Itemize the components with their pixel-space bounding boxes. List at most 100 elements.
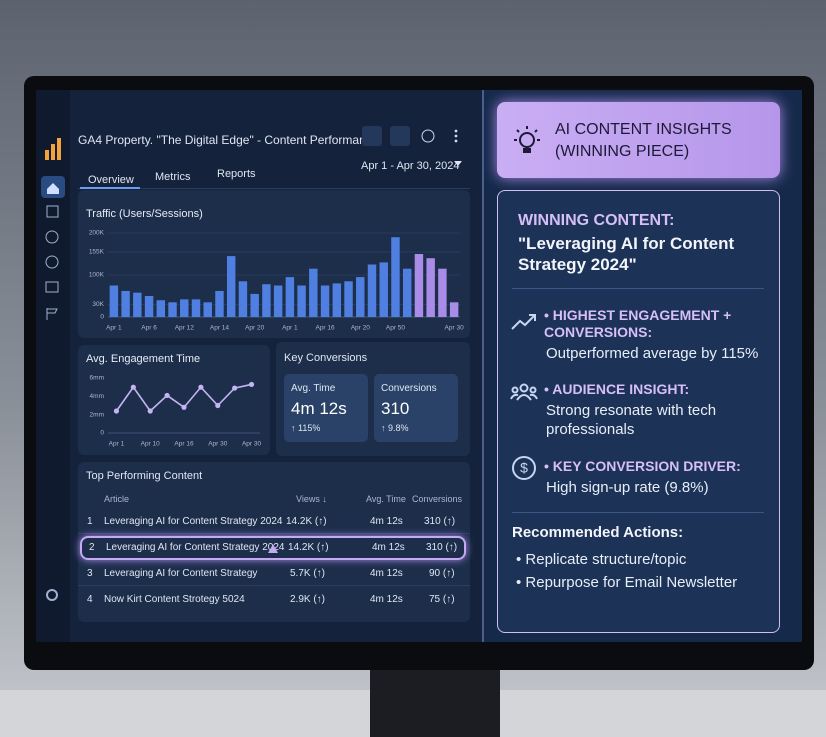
x-tick-label: Apr 10 — [141, 441, 161, 448]
bar — [344, 281, 353, 317]
panel-title: Top Performing Content — [86, 470, 203, 482]
point — [130, 384, 136, 390]
dropdown-arrow — [454, 161, 462, 166]
x-tick-label: Apr 30 — [242, 441, 262, 448]
bar — [449, 302, 459, 317]
x-tick-label: Apr 16 — [315, 325, 335, 332]
x-tick-label: Apr 16 — [174, 441, 194, 448]
kpi-change: ↑ 9.8% — [381, 423, 409, 433]
rank: 1 — [87, 516, 93, 527]
advertising-icon[interactable] — [45, 255, 59, 269]
bar — [109, 285, 119, 317]
y-tick-label: 100K — [89, 272, 105, 279]
insight-heading: • KEY CONVERSION DRIVER: — [544, 458, 741, 474]
table-row-highlighted[interactable]: 2 Leveraging AI for Content Strategy 202… — [80, 536, 466, 560]
dollar-icon: $ — [512, 456, 536, 480]
bar — [121, 290, 130, 317]
article: Leveraging AI for Content Strategy 2024 — [106, 542, 285, 553]
actions-title: Recommended Actions: — [512, 524, 684, 541]
settings-icon[interactable] — [46, 589, 58, 601]
kpi-label: Conversions — [381, 383, 437, 394]
reports-icon[interactable] — [46, 205, 59, 218]
bar — [320, 285, 330, 317]
x-tick-label: Apr 1 — [282, 325, 298, 332]
kpi-value: 310 — [381, 399, 410, 418]
table-row[interactable]: 4 Now Kirt Content Strotegy 5024 2.9K (↑… — [78, 588, 470, 612]
tab[interactable]: Reports — [217, 168, 256, 180]
point — [181, 404, 187, 410]
bar — [332, 283, 342, 317]
x-tick-label: Apr 30 — [208, 441, 228, 448]
more-button[interactable] — [454, 129, 458, 143]
divider — [512, 288, 764, 289]
audience-icon — [510, 383, 538, 401]
bar — [156, 300, 166, 317]
list-icon[interactable] — [45, 281, 59, 293]
bar — [262, 284, 271, 317]
panel-title: Key Conversions — [284, 352, 368, 364]
y-tick-label: 155K — [89, 249, 105, 256]
bar — [133, 292, 142, 317]
conversions: 75 (↑) — [429, 594, 455, 605]
article: Leveraging AI for Content Strategy 2024 — [104, 516, 283, 527]
point — [147, 408, 153, 414]
rank: 4 — [87, 594, 93, 605]
table-row[interactable]: 3 Leveraging AI for Content Strategy 5.7… — [78, 562, 470, 586]
rank: 2 — [89, 542, 95, 553]
bar — [379, 262, 388, 317]
insight-heading: • HIGHEST ENGAGEMENT + CONVERSIONS: — [544, 307, 732, 340]
bar — [297, 285, 306, 317]
x-tick-label: Apr 6 — [141, 325, 157, 332]
point — [248, 381, 255, 388]
highlight-icon — [268, 544, 278, 553]
avg-time: 4m 12s — [370, 568, 403, 579]
bar — [273, 285, 283, 317]
conversions: 90 (↑) — [429, 568, 455, 579]
conversions: 310 (↑) — [426, 542, 458, 553]
y-tick-label: 0 — [100, 314, 104, 321]
y-tick-label: 30K — [92, 301, 104, 308]
x-tick-label: Apr 14 — [210, 325, 230, 332]
column-header: Avg. Time — [366, 494, 406, 504]
tab[interactable]: Metrics — [155, 171, 191, 183]
y-tick-label: 2mm — [90, 411, 104, 418]
date-range[interactable]: Apr 1 - Apr 30, 2024 — [361, 160, 460, 172]
table-row[interactable]: 1 Leveraging AI for Content Strategy 202… — [78, 510, 470, 534]
calendar-button[interactable] — [390, 126, 410, 146]
add-user-button[interactable] — [362, 126, 382, 146]
action-item: • Repurpose for Email Newsletter — [516, 574, 738, 591]
insights-subtitle: (WINNING PIECE) — [555, 143, 690, 160]
insights-header — [497, 102, 780, 178]
bar — [215, 290, 224, 317]
point — [164, 392, 170, 399]
insight-heading: • AUDIENCE INSIGHT: — [544, 381, 690, 397]
bar — [426, 258, 435, 317]
home-glyph — [47, 183, 59, 194]
svg-text:$: $ — [520, 460, 528, 476]
chart-title: Avg. Engagement Time — [86, 353, 200, 365]
key-conversions-panel: Key Conversions Avg. Time 4m 12s ↑ 115% … — [276, 342, 470, 456]
bar — [203, 302, 212, 317]
column-header[interactable]: Views ↓ — [296, 494, 327, 504]
kpi-label: Avg. Time — [291, 383, 336, 394]
winning-label: WINNING CONTENT: — [518, 212, 675, 229]
avg-time: 4m 12s — [372, 542, 405, 553]
bar — [238, 281, 248, 317]
header-icons — [362, 126, 458, 146]
point — [215, 402, 221, 409]
divider — [512, 512, 764, 513]
flag-icon[interactable] — [46, 308, 58, 320]
y-tick-label: 6mm — [90, 375, 104, 382]
header-title: GA4 Property. "The Digital Edge" - Conte… — [78, 133, 379, 147]
kpi-card: Conversions 310 ↑ 9.8% — [374, 374, 458, 442]
bar — [191, 299, 201, 317]
kpi-change: ↑ 115% — [291, 423, 321, 433]
avg-time: 4m 12s — [370, 516, 403, 527]
tab[interactable]: Overview — [88, 174, 134, 186]
table-header: Article Views ↓ Avg. Time Conversions — [78, 488, 470, 512]
tab-underline — [80, 187, 140, 189]
explore-icon[interactable] — [45, 230, 59, 244]
help-button[interactable] — [421, 129, 435, 143]
bar — [285, 277, 295, 317]
